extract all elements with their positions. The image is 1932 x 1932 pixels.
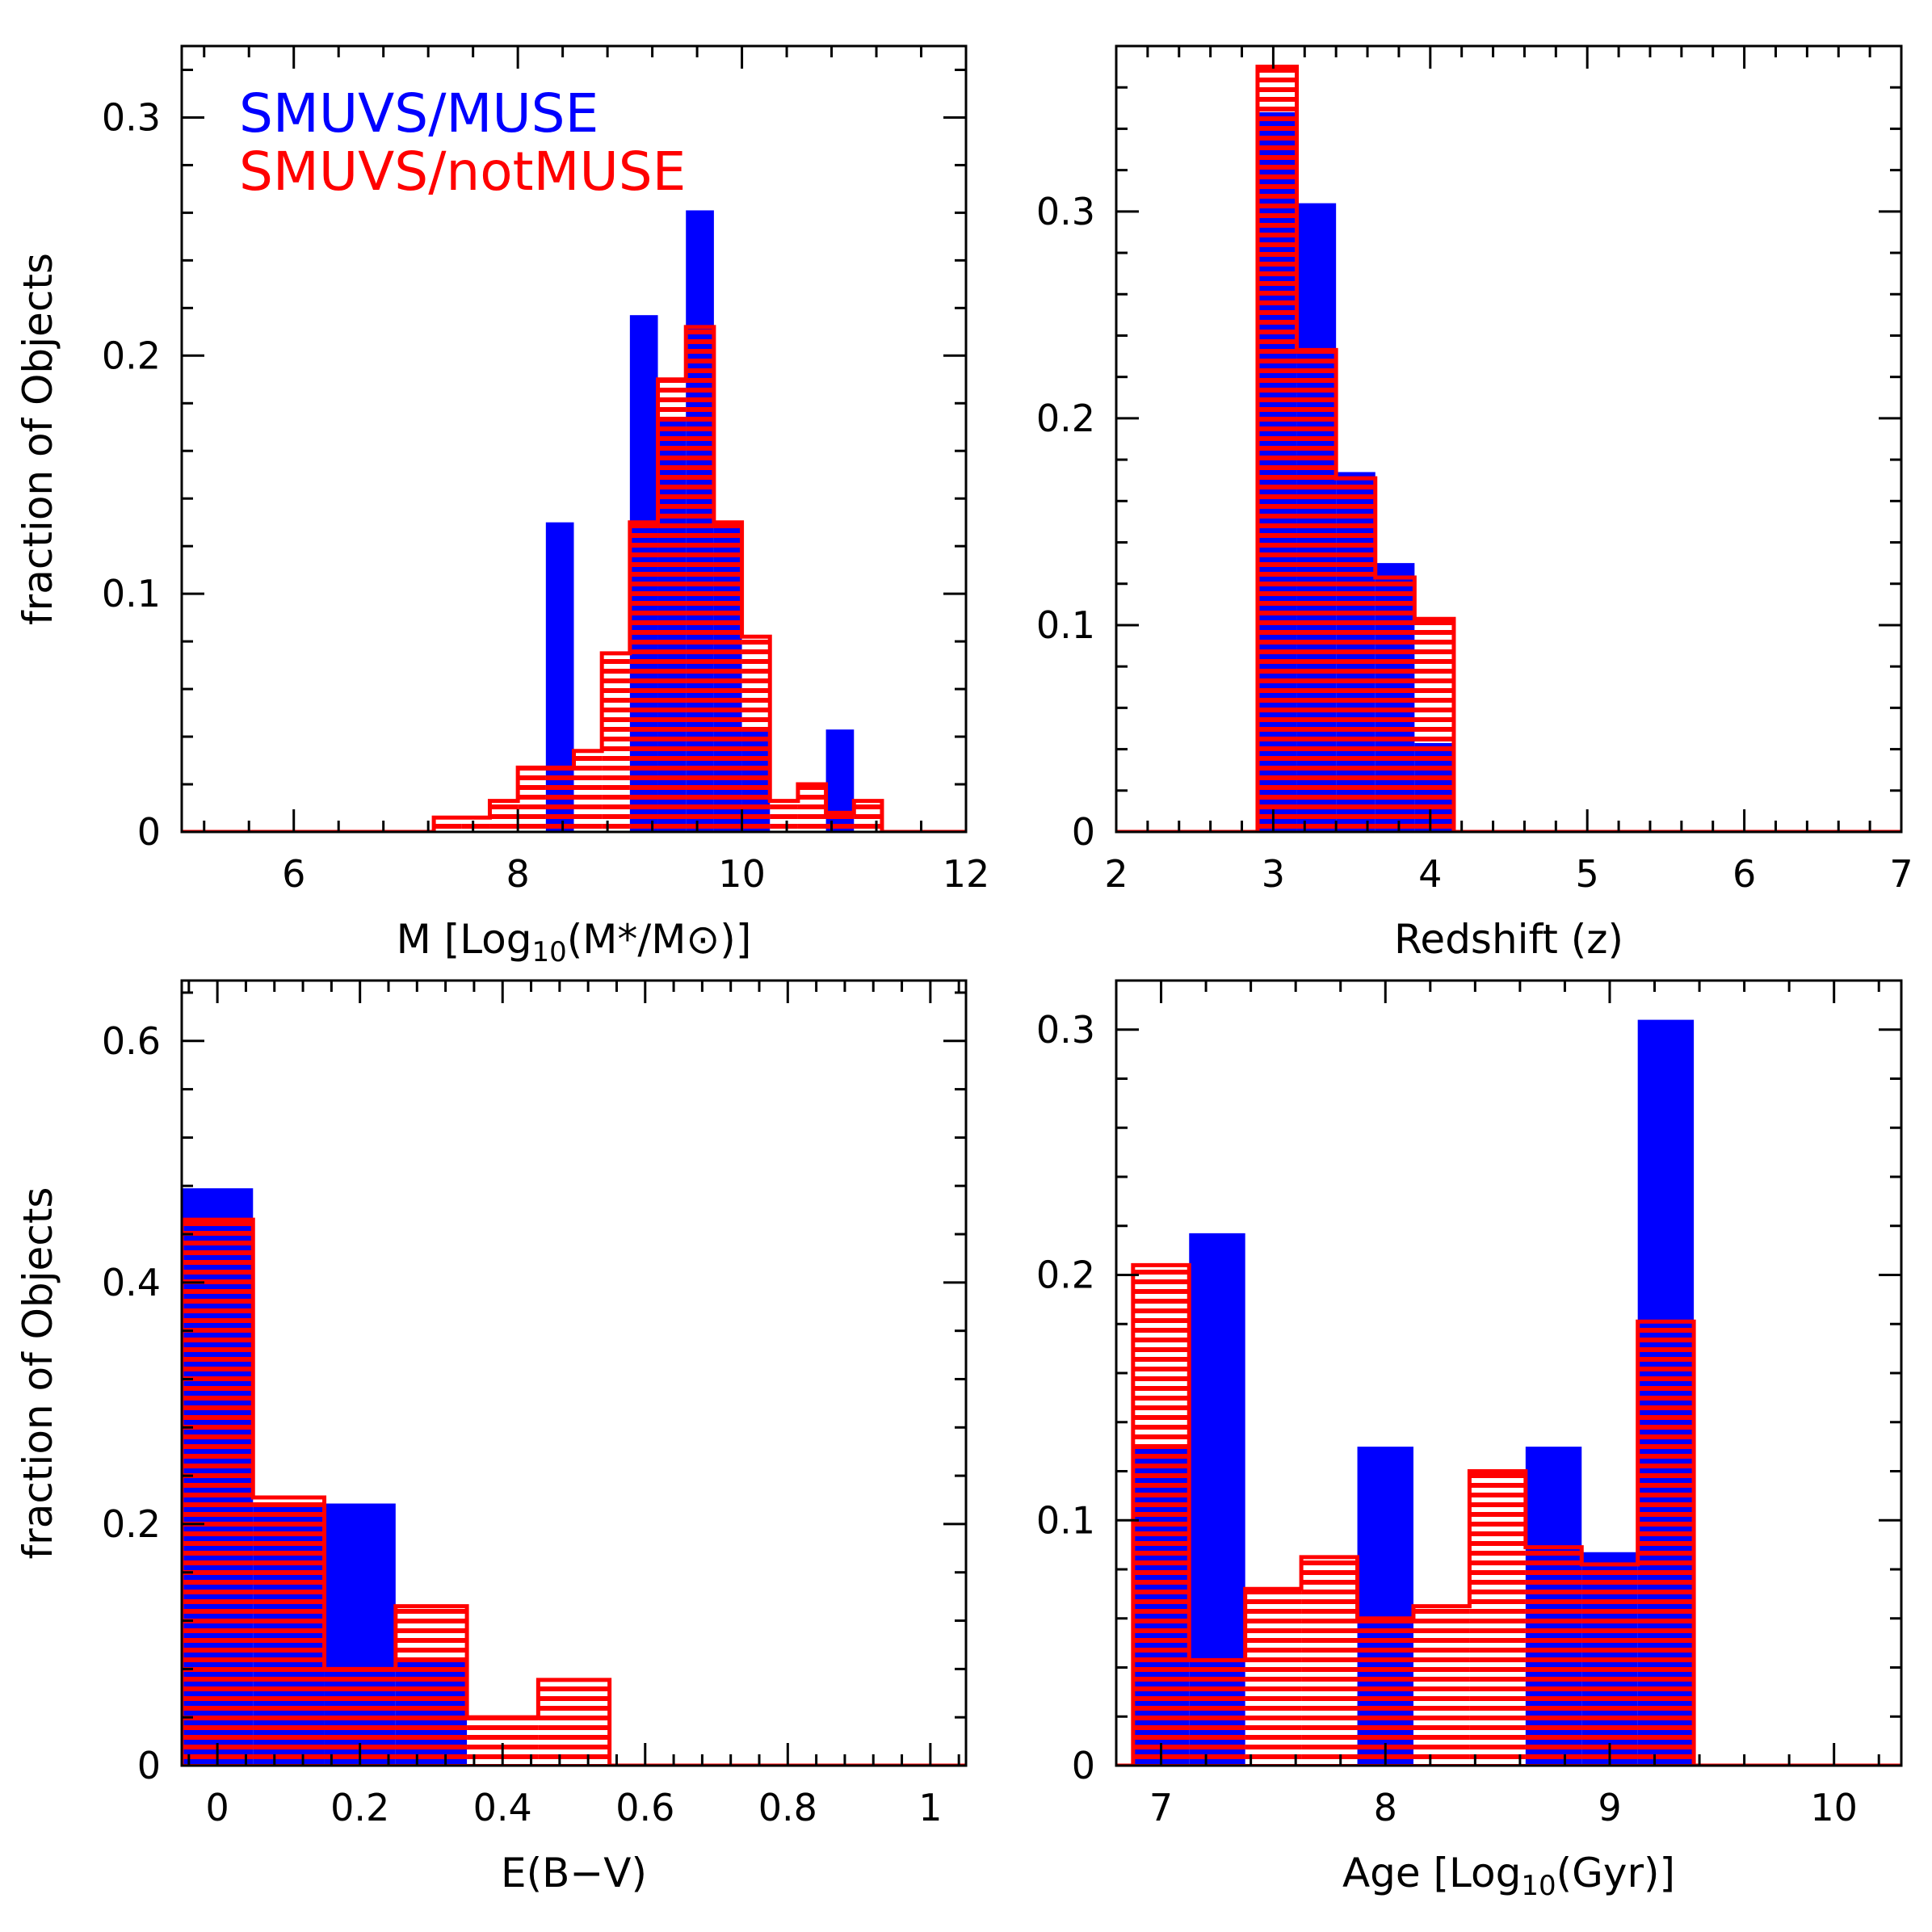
x-tick-label: 10 [1810,1786,1858,1829]
x-tick-label: 9 [1598,1786,1621,1829]
y-tick-label: 0 [1072,810,1095,854]
y-tick-label: 0 [137,1744,161,1787]
notmuse-bar-14 [797,784,826,832]
y-tick-label: 0.3 [102,95,161,139]
notmuse-bar-9 [1581,1564,1638,1766]
x-tick-label: 3 [1262,852,1285,896]
notmuse-bar-12 [741,636,771,832]
notmuse-bar-7 [602,653,630,832]
y-tick-label: 0.2 [1036,1254,1095,1297]
notmuse-bar-6 [538,1679,610,1766]
x-tick-label: 2 [1104,852,1128,896]
x-tick-label: 0 [205,1786,229,1829]
x-tick-label: 7 [1889,852,1913,896]
notmuse-bar-5 [545,767,574,832]
legend-muse-label: SMUVS/MUSE [239,82,598,145]
notmuse-bar-3 [489,800,519,832]
notmuse-bar-10 [1637,1321,1695,1766]
notmuse-bar-15 [825,813,855,832]
notmuse-bar-8 [629,522,658,832]
notmuse-bar-4 [395,1606,468,1766]
notmuse-bar-4 [518,767,546,832]
y-axis-label: fraction of Objects [15,1187,61,1560]
x-tick-label: 0.2 [330,1786,389,1829]
x-tick-label: 0.8 [758,1786,817,1829]
x-tick-label: 4 [1418,852,1442,896]
x-tick-label: 10 [718,852,766,896]
legend-notmuse-label: SMUVS/notMUSE [239,141,686,203]
notmuse-bar-2 [461,817,490,832]
panel-2: 2 3 4 5 6 7 0 0.1 0.2 0.3 Redshift (z) [1036,44,1913,963]
x-tick-label: 6 [1732,852,1756,896]
notmuse-bar-1 [182,1220,254,1766]
notmuse-outline [1116,1262,1901,1766]
x-tick-label: 12 [943,852,990,896]
plot-frame [180,979,968,1767]
notmuse-bar-4 [1375,578,1415,832]
notmuse-bar-2 [253,1497,325,1766]
x-tick-label: 8 [506,852,530,896]
notmuse-outline [1116,65,1901,832]
y-tick-label: 0 [1072,1744,1095,1787]
notmuse-outline [182,325,966,832]
x-axis-label: M [Log10(M*/M⊙)] [397,916,752,968]
panel-4: 7 8 9 10 0 0.1 0.2 0.3 Age [Log10(Gyr)] [1036,979,1903,1902]
y-tick-label: 0.2 [102,334,161,377]
y-tick-label: 0.2 [102,1502,161,1546]
notmuse-bar-2 [1189,1660,1245,1766]
x-tick-label: 8 [1374,1786,1397,1829]
x-axis-label: Redshift (z) [1394,916,1623,963]
panel-1: 6 8 10 12 0 0.1 0.2 0.3 M [Log10(M*/M⊙)] fraction… [15,44,990,968]
y-tick-label: 0.1 [1036,603,1095,647]
y-axis-label: fraction of Objects [15,253,61,625]
y-tick-label: 0.3 [1036,1008,1095,1052]
x-tick-label: 1 [918,1786,942,1829]
x-axis-label: E(B−V) [501,1850,647,1896]
legend: SMUVS/MUSE SMUVS/notMUSE [239,82,686,203]
notmuse-bar-7 [1469,1471,1526,1766]
notmuse-bar-3 [1336,478,1376,832]
x-axis-label: Age [Log10(Gyr)] [1342,1850,1675,1902]
notmuse-bar-8 [1525,1547,1582,1766]
notmuse-bar-1 [434,817,462,832]
x-tick-label: 7 [1149,1786,1173,1829]
notmuse-bar-1 [1257,66,1297,832]
notmuse-bar-13 [770,800,798,832]
y-tick-label: 0 [137,810,161,854]
plot-frame [1115,44,1903,834]
x-tick-label: 5 [1576,852,1599,896]
notmuse-bar-4 [1301,1556,1358,1766]
notmuse-bar-1 [1132,1265,1190,1766]
x-tick-label: 0.6 [615,1786,674,1829]
notmuse-bar-3 [1245,1589,1302,1766]
y-tick-label: 0.4 [102,1261,161,1304]
notmuse-bar-5 [1357,1618,1413,1766]
y-tick-label: 0.3 [1036,190,1095,233]
notmuse-outline [182,1217,966,1766]
x-tick-label: 6 [282,852,305,896]
y-tick-label: 0.2 [1036,397,1095,440]
y-tick-label: 0.1 [1036,1498,1095,1542]
y-tick-label: 0.6 [102,1019,161,1063]
plot-frame [180,44,968,834]
notmuse-bar-6 [1413,1606,1470,1766]
notmuse-bar-10 [686,326,714,832]
notmuse-bar-11 [713,522,742,832]
y-tick-label: 0.1 [102,572,161,615]
x-tick-label: 0.4 [473,1786,532,1829]
notmuse-bar-9 [657,379,687,832]
notmuse-bar-2 [1296,350,1337,832]
notmuse-bar-5 [1414,619,1454,832]
notmuse-bar-6 [573,750,603,832]
notmuse-bar-16 [854,800,882,832]
panel-3: 0 0.2 0.4 0.6 0.8 1 0 0.2 0.4 0.6 E(B−V) fraction o… [15,979,968,1896]
